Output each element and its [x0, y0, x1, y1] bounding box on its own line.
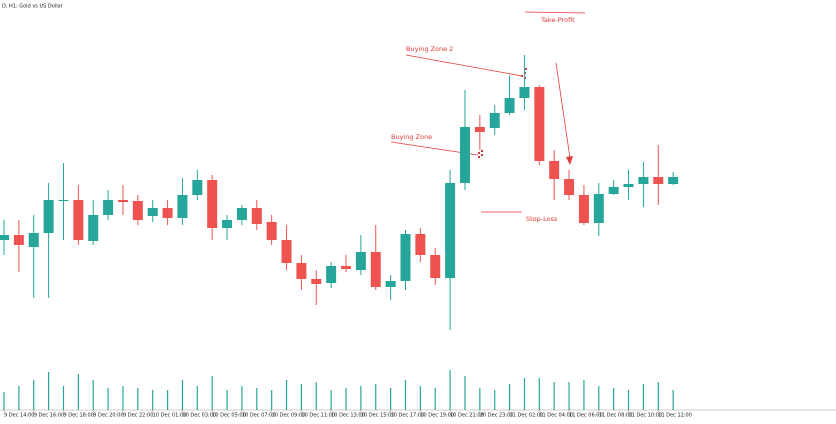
x-tick-label: 9 Dec 22:00 — [123, 413, 153, 419]
candle-body — [370, 252, 381, 287]
candle-body — [355, 252, 366, 270]
x-tick-label: 10 Dec 03:00 — [182, 413, 216, 419]
candle-body — [415, 234, 426, 255]
pointer-line — [405, 54, 523, 77]
candle-body — [400, 234, 411, 281]
candle-body — [653, 177, 664, 184]
candle-body — [192, 180, 203, 195]
x-tick-label: 11 Dec 10:00 — [629, 413, 663, 419]
candle-body — [489, 113, 500, 128]
annotation: Stop-Loss — [526, 215, 558, 223]
x-tick-label: 10 Dec 15:00 — [361, 413, 395, 419]
candle-body — [162, 208, 173, 218]
arrow — [555, 62, 571, 159]
candle-body — [623, 184, 634, 187]
candle-body — [88, 215, 99, 241]
chart-title: D, H1: Gold vs US Dollar — [2, 4, 64, 10]
x-tick-label: 10 Dec 17:00 — [391, 413, 425, 419]
candle-body — [668, 177, 679, 184]
x-tick-label: 11 Dec 04:00 — [539, 413, 573, 419]
candle-body — [43, 200, 54, 233]
x-tick-label: 11 Dec 06:00 — [569, 413, 603, 419]
candle-body — [73, 200, 84, 240]
candle-body — [608, 187, 619, 194]
candle-body — [236, 208, 247, 220]
candle-body — [117, 200, 128, 202]
candle-body — [593, 194, 604, 223]
candle-body — [445, 183, 456, 278]
x-tick-label: 9 Dec 14:00 — [4, 413, 34, 419]
x-tick-label: 11 Dec 02:00 — [510, 413, 544, 419]
x-tick-label: 10 Dec 05:00 — [212, 413, 246, 419]
candle-body — [177, 195, 188, 218]
candle-body — [0, 235, 9, 240]
candle-body — [341, 266, 352, 269]
candle-body — [311, 279, 322, 284]
candle-body — [58, 200, 69, 201]
candle-body — [474, 127, 485, 132]
x-tick-label: 10 Dec 11:00 — [301, 413, 335, 419]
x-tick-label: 11 Dec 12:00 — [658, 413, 692, 419]
candle-body — [519, 87, 530, 98]
candle-body — [459, 127, 470, 183]
candle-body — [549, 161, 560, 179]
x-tick-label: 20 Dec 23:00 — [480, 413, 514, 419]
x-tick-label: 9 Dec 16:00 — [34, 413, 64, 419]
candle-body — [207, 180, 218, 228]
candle-body — [28, 233, 39, 247]
candle-body — [504, 98, 515, 113]
entry-dots — [477, 67, 528, 159]
candle-body — [103, 200, 114, 215]
candle-body — [132, 201, 143, 220]
candle-body — [281, 240, 292, 263]
candle-body — [638, 177, 649, 184]
candle-body — [430, 255, 441, 278]
candle-body — [578, 195, 589, 223]
x-tick-label: 10 Dec 21:00 — [450, 413, 484, 419]
candle-body — [266, 222, 277, 240]
candle-body — [147, 208, 158, 216]
x-tick-label: 11 Dec 08:00 — [599, 413, 633, 419]
arrow-head — [566, 156, 573, 165]
annotation: Take-Profit — [540, 16, 575, 24]
candle-body — [534, 87, 545, 161]
x-tick-label: 10 Dec 19:00 — [420, 413, 454, 419]
candle-body — [564, 179, 575, 195]
x-tick-label: 10 Dec 01:00 — [153, 413, 187, 419]
x-tick-label: 10 Dec 09:00 — [272, 413, 306, 419]
candle-body — [296, 263, 307, 279]
take-profit-line — [524, 11, 586, 14]
annotation: Buying Zone 2 — [406, 45, 453, 53]
candle-body — [251, 208, 262, 224]
candle-body — [385, 281, 396, 287]
x-tick-label: 10 Dec 07:00 — [242, 413, 276, 419]
candle-body — [222, 220, 233, 228]
candle-body — [13, 235, 24, 245]
x-tick-label: 9 Dec 18:00 — [63, 413, 93, 419]
x-tick-label: 9 Dec 20:00 — [93, 413, 123, 419]
candle-body — [326, 266, 337, 283]
annotation: Buying Zone — [391, 133, 432, 141]
x-tick-label: 10 Dec 13:00 — [331, 413, 365, 419]
